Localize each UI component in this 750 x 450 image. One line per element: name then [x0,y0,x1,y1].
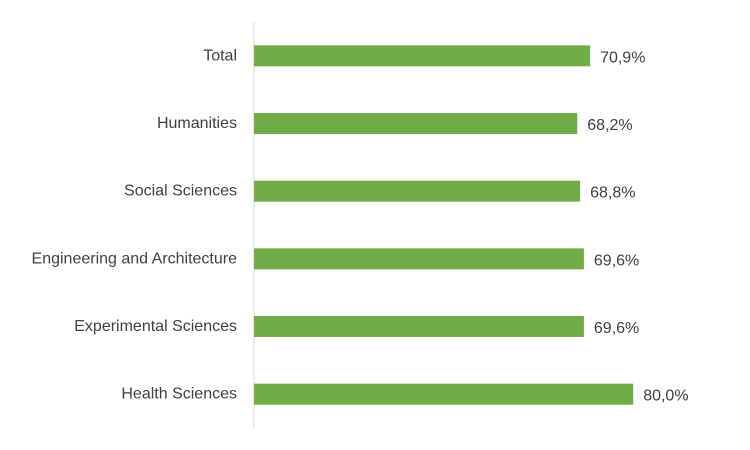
bar-0 [254,45,591,67]
bar-1 [254,113,578,134]
value-label-1: 68,2% [587,117,632,134]
value-label-0: 70,9% [600,49,645,66]
bars-group [254,45,634,405]
category-label-5: Health Sciences [121,386,237,403]
category-label-4: Experimental Sciences [74,318,237,335]
category-labels-group: Total Humanities Social Sciences Engineerin… [32,47,238,402]
value-label-3: 69,6% [594,252,639,269]
value-label-4: 69,6% [594,320,639,337]
value-label-5: 80,0% [643,388,688,405]
category-label-2: Social Sciences [124,183,237,200]
category-label-1: Humanities [157,115,237,132]
category-label-0: Total [203,47,237,64]
value-label-2: 68,8% [590,185,635,202]
bar-2 [254,180,581,202]
bar-5 [254,383,634,405]
bar-3 [254,248,584,270]
value-labels-group: 70,9% 68,2% 68,8% 69,6% 69,6% 80,0% [587,49,688,404]
category-label-3: Engineering and Architecture [32,250,238,267]
bar-4 [254,316,584,337]
